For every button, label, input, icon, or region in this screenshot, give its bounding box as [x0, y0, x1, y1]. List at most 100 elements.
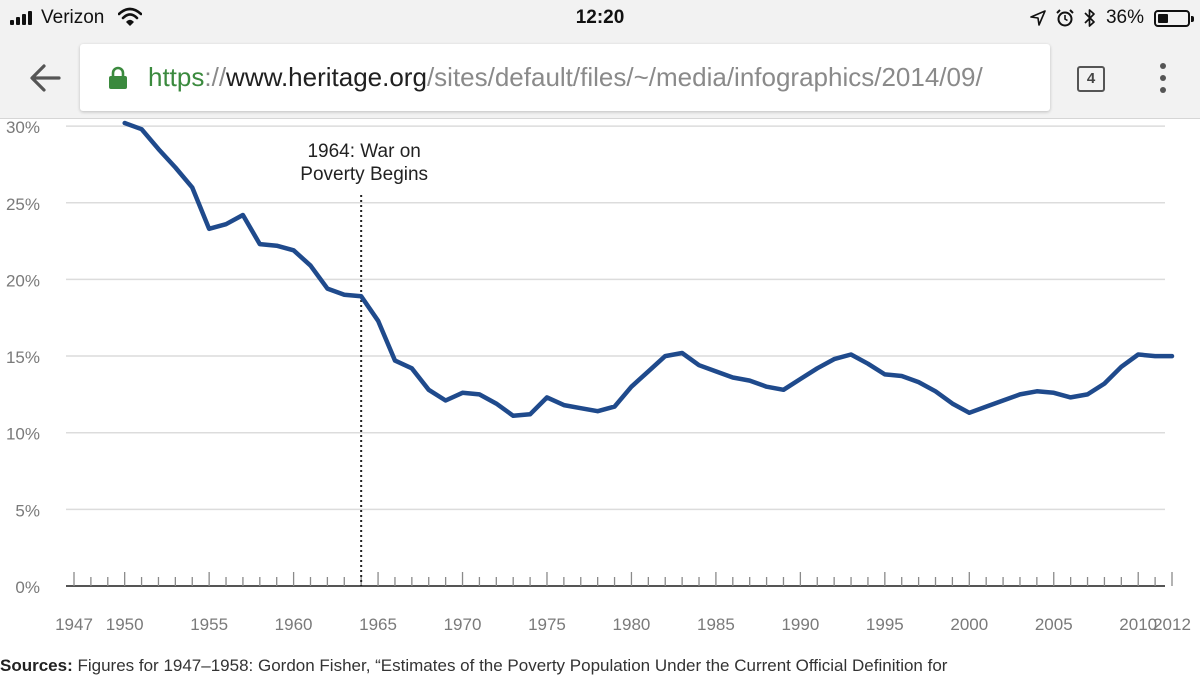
x-tick-label: 1995 — [866, 615, 904, 634]
data-point — [765, 385, 769, 389]
data-point — [1018, 392, 1022, 396]
sources-note: Sources: Figures for 1947–1958: Gordon F… — [0, 654, 1200, 675]
y-tick-label: 25% — [6, 195, 40, 214]
data-point — [511, 414, 515, 418]
data-point — [241, 213, 245, 217]
url-separator: :// — [204, 62, 227, 92]
location-icon — [1030, 10, 1046, 26]
data-point — [528, 412, 532, 416]
data-point — [917, 380, 921, 384]
data-point — [190, 185, 194, 189]
data-point — [494, 402, 498, 406]
x-tick-label: 2010 — [1119, 615, 1157, 634]
clock: 12:20 — [575, 7, 625, 28]
data-point — [613, 405, 617, 409]
data-point — [1136, 353, 1140, 357]
x-tick-label: 1950 — [106, 615, 144, 634]
data-point — [950, 402, 954, 406]
data-point — [680, 351, 684, 355]
data-point — [393, 359, 397, 363]
data-point — [596, 409, 600, 413]
data-point — [342, 293, 346, 297]
wifi-icon — [118, 7, 142, 26]
data-point — [883, 372, 887, 376]
bluetooth-icon — [1084, 9, 1095, 27]
data-point — [1086, 392, 1090, 396]
data-point — [410, 366, 414, 370]
x-tick-label: 1965 — [359, 615, 397, 634]
y-tick-label: 30% — [6, 118, 40, 137]
data-point — [173, 165, 177, 169]
data-point — [292, 248, 296, 252]
alarm-icon — [1056, 9, 1074, 27]
x-tick-label: 1975 — [528, 615, 566, 634]
data-point — [629, 385, 633, 389]
data-point — [579, 406, 583, 410]
data-point — [444, 399, 448, 403]
data-point — [308, 264, 312, 268]
data-point — [1170, 354, 1174, 358]
url-scheme: https — [148, 62, 205, 92]
data-point — [1052, 391, 1056, 395]
data-point — [900, 374, 904, 378]
y-tick-label: 0% — [15, 578, 40, 597]
overflow-menu-icon[interactable] — [1152, 61, 1174, 95]
status-bar: Verizon 12:20 36% — [0, 0, 1200, 36]
x-tick-label: 1947 — [55, 615, 93, 634]
browser-toolbar: https://www.heritage.org/sites/default/f… — [0, 36, 1200, 119]
battery-icon — [1154, 9, 1194, 27]
data-point — [1035, 389, 1039, 393]
data-point — [714, 369, 718, 373]
sources-text: Figures for 1947–1958: Gordon Fisher, “E… — [72, 656, 948, 675]
data-point — [275, 244, 279, 248]
x-tick-label: 1990 — [781, 615, 819, 634]
data-point — [376, 319, 380, 323]
back-arrow-icon[interactable] — [28, 62, 62, 94]
data-point — [984, 405, 988, 409]
data-point — [477, 392, 481, 396]
data-point — [798, 377, 802, 381]
data-point — [1119, 365, 1123, 369]
tab-switcher-icon[interactable]: 4 — [1077, 66, 1105, 92]
annotation-label: Poverty Begins — [300, 164, 428, 185]
data-point — [781, 388, 785, 392]
y-tick-label: 10% — [6, 425, 40, 444]
x-tick-label: 2012 — [1153, 615, 1191, 634]
data-point — [1001, 399, 1005, 403]
data-point — [427, 388, 431, 392]
data-point — [1102, 382, 1106, 386]
data-point — [545, 395, 549, 399]
battery-percent: 36% — [1105, 7, 1144, 28]
data-point — [325, 287, 329, 291]
data-point — [866, 362, 870, 366]
annotation-label: 1964: War on — [307, 141, 420, 162]
sources-label: Sources: — [0, 656, 73, 675]
x-tick-label: 1955 — [190, 615, 228, 634]
signal-icon — [10, 10, 36, 25]
x-tick-label: 1970 — [444, 615, 482, 634]
data-point — [934, 389, 938, 393]
x-tick-label: 1960 — [275, 615, 313, 634]
address-bar[interactable]: https://www.heritage.org/sites/default/f… — [80, 44, 1050, 111]
url-path: /sites/default/files/~/media/infographic… — [426, 62, 983, 92]
carrier-name: Verizon — [41, 7, 105, 28]
data-point — [461, 391, 465, 395]
poverty-rate-chart: 0% 5% 10% 15% 20% 25% 30% 1947 1950 1955 1960 1965 1… — [0, 118, 1200, 658]
x-tick-label: 1980 — [613, 615, 651, 634]
x-tick-label: 2005 — [1035, 615, 1073, 634]
data-point — [562, 403, 566, 407]
y-tick-label: 20% — [6, 271, 40, 290]
data-point — [748, 379, 752, 383]
data-point — [967, 411, 971, 415]
data-point — [1153, 354, 1157, 358]
data-point — [207, 227, 211, 231]
data-point — [224, 222, 228, 226]
x-tick-label: 1985 — [697, 615, 735, 634]
poverty-rate-line — [122, 120, 1175, 419]
data-point — [849, 353, 853, 357]
url-host: www.heritage.org — [226, 62, 427, 92]
data-point — [832, 357, 836, 361]
data-point — [156, 147, 160, 151]
data-point — [258, 242, 262, 246]
data-point — [731, 376, 735, 380]
